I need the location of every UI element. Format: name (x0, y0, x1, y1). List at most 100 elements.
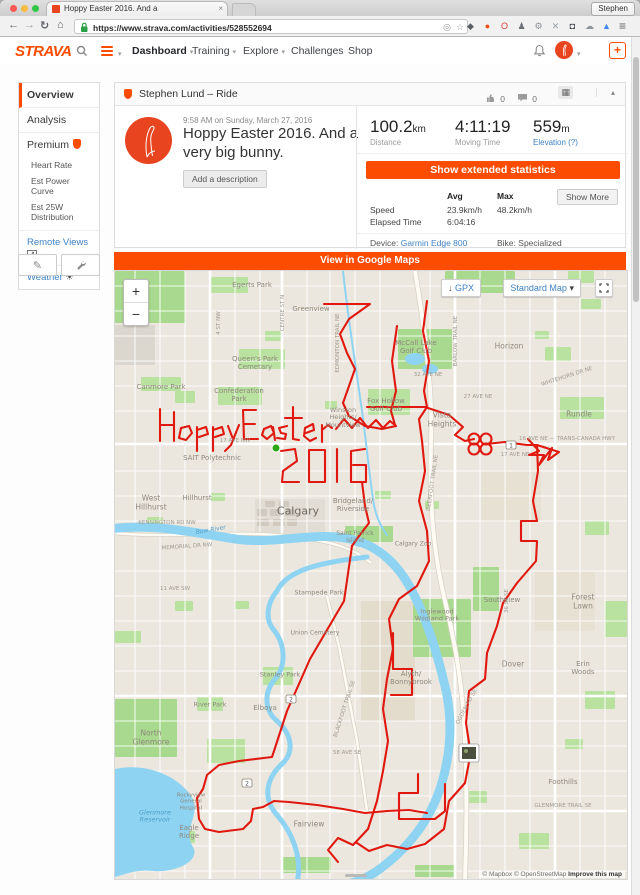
kudos-group[interactable]: 0 (486, 89, 505, 107)
add-activity-button[interactable]: + (609, 42, 626, 59)
map-horizontal-scrollbar[interactable] (345, 874, 367, 877)
extensions-row: ◆ ● O ♟ ⚙ ✕ ◘ ☁ ▲ ≡ (464, 18, 626, 34)
extension-icon-6[interactable]: ✕ (551, 20, 560, 31)
browser-menu-icon[interactable]: ≡ (618, 19, 626, 33)
close-window-button[interactable] (10, 5, 17, 12)
svg-text:1: 1 (509, 442, 513, 449)
sun-icon: ☀ (65, 272, 74, 282)
reload-icon[interactable]: ↻ (40, 20, 50, 32)
elevation-link[interactable]: Elevation (?) (533, 138, 578, 147)
embed-button[interactable]: ▦ (558, 86, 573, 99)
zoom-window-button[interactable] (32, 5, 39, 12)
map-label: BARLOW TRAIL NE (452, 315, 459, 367)
nav-item-shop[interactable]: Shop (348, 45, 373, 57)
view-in-google-maps-button[interactable]: View in Google Maps (114, 252, 626, 270)
sidebar-subitem-est-power-curve[interactable]: Est Power Curve (31, 176, 70, 196)
nav-item-challenges[interactable]: Challenges (291, 45, 344, 57)
address-input[interactable]: https://www.strava.com/activities/528552… (74, 19, 468, 34)
map-label: Elboya (253, 703, 277, 712)
bell-icon[interactable] (533, 44, 546, 58)
forward-icon[interactable]: → (24, 19, 35, 31)
chevron-down-icon: ▾ (569, 283, 574, 293)
hamburger-menu-icon[interactable] (101, 46, 113, 58)
sidebar-item-analysis[interactable]: Analysis (19, 108, 99, 133)
sidebar-subitem-est-25w-distribution[interactable]: Est 25W Distribution (31, 202, 74, 222)
minimize-window-button[interactable] (21, 5, 28, 12)
back-icon[interactable]: ← (8, 19, 19, 31)
edit-activity-button[interactable]: ✎ (18, 254, 57, 276)
sidebar-link-weather[interactable]: Weather ☀ (19, 265, 99, 289)
browser-tab[interactable]: Hoppy Easter 2016. And a × (46, 1, 228, 16)
add-description-button[interactable]: Add a description (183, 169, 267, 188)
vertical-scrollbar[interactable] (631, 37, 640, 895)
map-label: 36 ST SE (503, 588, 510, 614)
bike-line: Bike: Specialized (497, 238, 562, 248)
map-label: Bow River (195, 524, 227, 537)
search-icon[interactable] (76, 45, 88, 57)
gpx-download-button[interactable]: ↓ GPX (440, 279, 481, 297)
thumbs-up-icon[interactable] (486, 93, 496, 103)
activity-athlete-ride[interactable]: Stephen Lund – Ride (139, 88, 238, 100)
activity-title: Hoppy Easter 2016. And a very big bunny. (183, 125, 359, 161)
map-label: Erin Woods (571, 659, 595, 676)
nav-item-training[interactable]: Training ▾ (192, 45, 236, 57)
strava-favicon (52, 5, 60, 13)
map-label: McCall Lake Golf Club (395, 338, 437, 355)
map-label: Rundle (566, 409, 592, 419)
show-more-button[interactable]: Show More (557, 189, 618, 205)
extension-icon-2[interactable]: ● (484, 20, 491, 31)
comment-icon[interactable] (517, 93, 528, 103)
improve-map-link[interactable]: Improve this map (568, 871, 622, 878)
map-layer-dropdown[interactable]: Standard Map ▾ (503, 279, 581, 297)
new-tab-button[interactable] (232, 3, 256, 16)
extension-icon-8[interactable]: ☁ (584, 20, 594, 31)
activity-detail: 9:58 AM on Sunday, March 27, 2016 Hoppy … (183, 116, 358, 188)
extension-icon-9[interactable]: ▲ (602, 20, 611, 31)
sidebar-item-overview[interactable]: Overview (19, 83, 99, 108)
map-attribution: © Mapbox © OpenStreetMap Improve this ma… (479, 871, 625, 878)
speed-avg: 23.9km/h (447, 205, 482, 215)
sidebar-subitem-heart-rate[interactable]: Heart Rate (31, 160, 73, 170)
fullscreen-button[interactable] (595, 279, 613, 297)
map-label: Canmore Park (136, 382, 186, 391)
map-label: OGDEN RD SE (455, 688, 479, 726)
collapse-button[interactable]: ▴ (595, 88, 615, 97)
extension-icon-7[interactable]: ◘ (569, 20, 576, 31)
browser-profile-button[interactable]: Stephen (591, 2, 635, 16)
device-link[interactable]: Garmin Edge 800 (400, 238, 468, 248)
map-label: Rockyview General Hospital (176, 792, 206, 812)
comments-group[interactable]: 0 (517, 89, 537, 107)
map-label: Bridgeland/Riverside (332, 496, 374, 513)
url-bar: ← → ↻ ⌂ https://www.strava.com/activitie… (0, 16, 640, 37)
tab-title: Hoppy Easter 2016. And a (64, 4, 158, 13)
show-extended-statistics-button[interactable]: Show extended statistics (366, 161, 620, 179)
close-tab-icon[interactable]: × (218, 4, 223, 13)
scrollbar-thumb[interactable] (633, 57, 639, 302)
map-label: 17 AVE NW (219, 437, 251, 444)
map-canvas[interactable]: 1 2 2 Egerts Park Greenview Queen's Park Ceme… (114, 270, 628, 880)
zoom-out-button[interactable]: − (131, 306, 141, 322)
user-avatar[interactable] (555, 41, 573, 59)
map-label: EDMONTON TRAIL NE (334, 313, 341, 373)
map-label: North Glenmore (132, 728, 170, 746)
kudos-count: 0 (500, 94, 505, 104)
map-label: Dover (501, 659, 525, 669)
athlete-avatar[interactable] (125, 117, 172, 164)
sidebar-item-premium[interactable]: Premium (19, 133, 99, 157)
svg-text:2: 2 (289, 696, 293, 703)
nav-item-dashboard[interactable]: Dashboard ▾ (132, 45, 194, 57)
elapsed-row-label: Elapsed Time (370, 217, 422, 227)
home-icon[interactable]: ⌂ (57, 19, 64, 31)
bookmark-star-icon[interactable]: ☆ (455, 22, 464, 32)
extension-icon-3[interactable]: O (500, 20, 508, 31)
actions-button[interactable] (61, 254, 100, 276)
nav-item-explore[interactable]: Explore ▾ (243, 45, 286, 57)
avatar-chevron-icon[interactable]: ▾ (577, 51, 581, 58)
extension-icon-1[interactable]: ◆ (467, 20, 474, 31)
strava-logo[interactable]: STRAVA (15, 43, 72, 60)
extension-icon-4[interactable]: ♟ (517, 20, 526, 31)
crosshair-icon[interactable]: ◎ (443, 22, 451, 32)
zoom-in-button[interactable]: + (124, 280, 148, 303)
extension-icon-5[interactable]: ⚙ (534, 20, 543, 31)
